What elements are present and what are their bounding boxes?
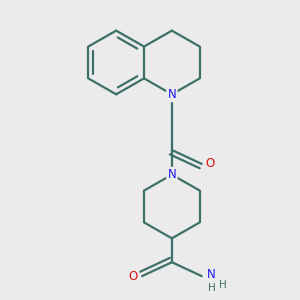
Text: H: H [218, 280, 226, 290]
Text: O: O [205, 158, 214, 170]
Text: N: N [167, 88, 176, 101]
Text: H: H [208, 283, 215, 293]
Text: N: N [167, 168, 176, 181]
Text: N: N [207, 268, 216, 281]
Text: O: O [129, 270, 138, 283]
